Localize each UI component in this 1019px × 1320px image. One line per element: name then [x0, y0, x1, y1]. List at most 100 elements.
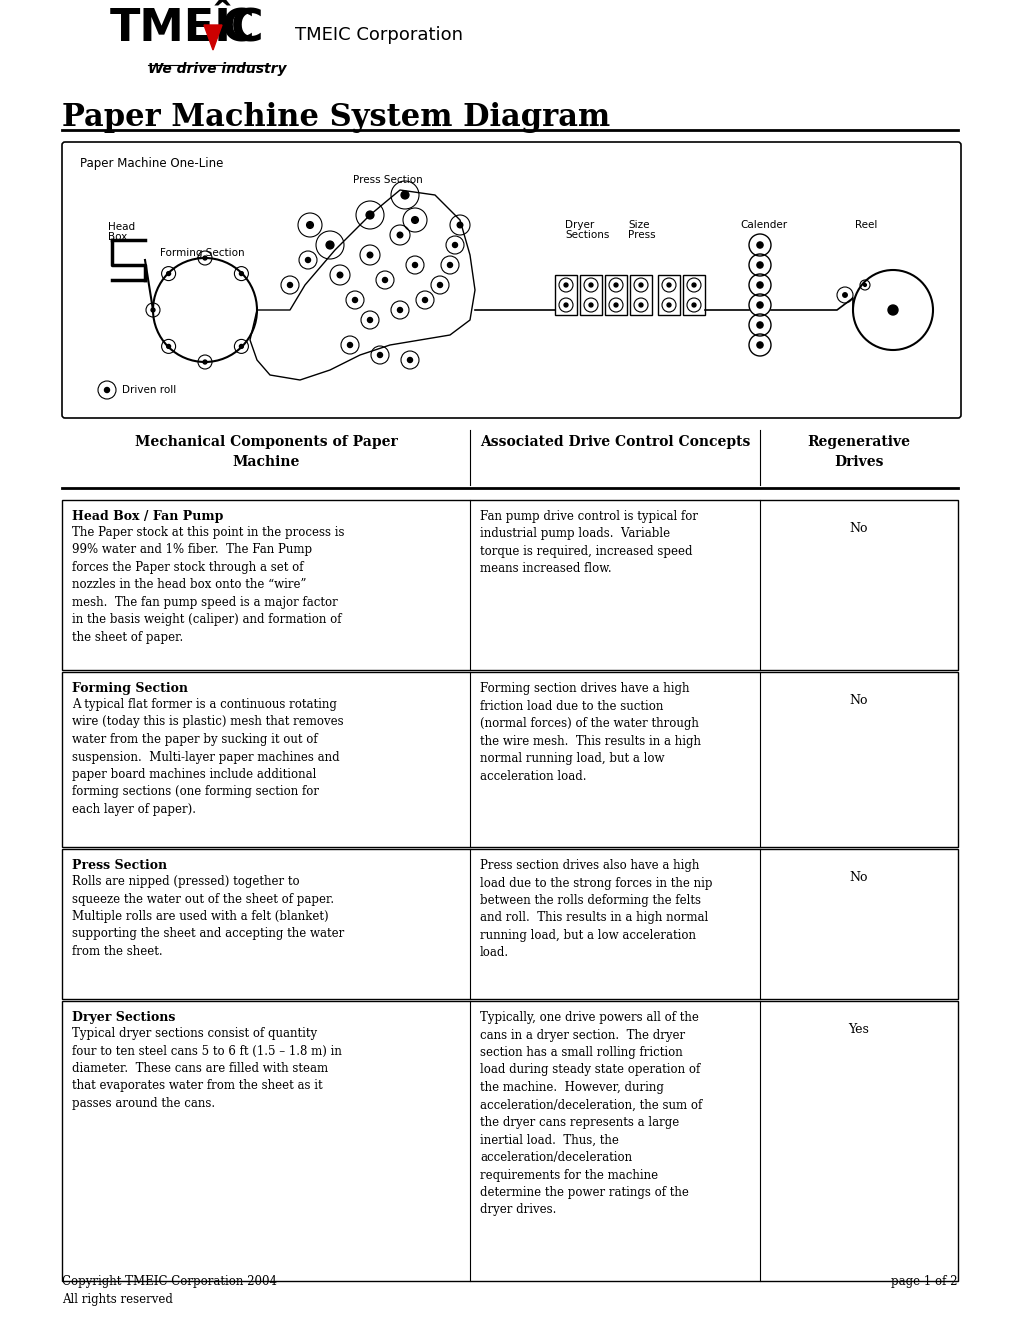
Bar — [657, 275, 680, 315]
Circle shape — [239, 345, 244, 348]
Circle shape — [166, 345, 170, 348]
Circle shape — [588, 282, 592, 286]
Text: Press Section: Press Section — [72, 859, 167, 873]
Circle shape — [396, 232, 403, 238]
Circle shape — [863, 284, 865, 286]
Circle shape — [564, 304, 568, 308]
Circle shape — [412, 263, 417, 268]
Text: Calender: Calender — [739, 220, 787, 230]
Circle shape — [666, 304, 671, 308]
Circle shape — [367, 252, 372, 257]
Circle shape — [377, 352, 382, 358]
Circle shape — [564, 282, 568, 286]
Circle shape — [239, 272, 244, 276]
Text: Reel: Reel — [854, 220, 876, 230]
Circle shape — [756, 282, 762, 288]
Text: Forming Section: Forming Section — [160, 248, 245, 257]
Text: TMEÎC: TMEÎC — [110, 7, 264, 50]
Bar — [630, 275, 651, 315]
Circle shape — [307, 222, 313, 228]
FancyBboxPatch shape — [62, 143, 960, 418]
Circle shape — [452, 243, 458, 248]
Text: Paper Machine One-Line: Paper Machine One-Line — [79, 157, 223, 170]
Text: Dryer: Dryer — [565, 220, 594, 230]
Text: Press: Press — [628, 230, 655, 240]
Text: Copyright TMEIC Corporation 2004
All rights reserved: Copyright TMEIC Corporation 2004 All rig… — [62, 1275, 277, 1305]
Circle shape — [756, 302, 762, 308]
Circle shape — [639, 304, 642, 308]
Circle shape — [666, 282, 671, 286]
Text: The Paper stock at this point in the process is
99% water and 1% fiber.  The Fan: The Paper stock at this point in the pro… — [72, 525, 344, 644]
Text: Typical dryer sections consist of quantity
four to ten steel cans 5 to 6 ft (1.5: Typical dryer sections consist of quanti… — [72, 1027, 341, 1110]
Circle shape — [756, 322, 762, 329]
Text: Box: Box — [108, 232, 127, 242]
Text: Forming section drives have a high
friction load due to the suction
(normal forc: Forming section drives have a high frict… — [480, 682, 700, 783]
Circle shape — [151, 308, 155, 312]
Text: Press Section: Press Section — [353, 176, 423, 185]
Bar — [554, 275, 577, 315]
Text: Associated Drive Control Concepts: Associated Drive Control Concepts — [479, 436, 749, 449]
Bar — [62, 672, 957, 847]
Circle shape — [422, 297, 427, 302]
Text: A typical flat former is a continuous rotating
wire (today this is plastic) mesh: A typical flat former is a continuous ro… — [72, 698, 343, 816]
Circle shape — [756, 342, 762, 348]
Circle shape — [166, 272, 170, 276]
Text: Size: Size — [628, 220, 649, 230]
Text: No: No — [849, 521, 867, 535]
Circle shape — [412, 216, 418, 223]
Text: Head: Head — [108, 222, 135, 232]
Circle shape — [613, 304, 618, 308]
Circle shape — [347, 342, 353, 347]
Text: Dryer Sections: Dryer Sections — [72, 1011, 175, 1024]
Text: Paper Machine System Diagram: Paper Machine System Diagram — [62, 102, 609, 133]
Text: Mechanical Components of Paper
Machine: Mechanical Components of Paper Machine — [135, 436, 397, 469]
Circle shape — [691, 282, 695, 286]
Circle shape — [367, 318, 372, 322]
Text: Sections: Sections — [565, 230, 608, 240]
Text: Head Box / Fan Pump: Head Box / Fan Pump — [72, 510, 223, 523]
Polygon shape — [204, 25, 222, 50]
Circle shape — [382, 277, 387, 282]
Circle shape — [437, 282, 442, 288]
Circle shape — [305, 257, 310, 263]
Text: No: No — [849, 694, 867, 708]
Circle shape — [613, 282, 618, 286]
Circle shape — [888, 305, 897, 315]
Circle shape — [457, 222, 463, 228]
Text: Yes: Yes — [848, 1023, 868, 1036]
Text: page 1 of 2: page 1 of 2 — [891, 1275, 957, 1288]
Bar — [580, 275, 601, 315]
Circle shape — [691, 304, 695, 308]
Text: Regenerative
Drives: Regenerative Drives — [807, 436, 910, 469]
Circle shape — [400, 191, 409, 199]
Circle shape — [203, 256, 207, 260]
Text: Driven roll: Driven roll — [122, 385, 176, 395]
Text: Fan pump drive control is typical for
industrial pump loads.  Variable
torque is: Fan pump drive control is typical for in… — [480, 510, 697, 576]
Bar — [683, 275, 704, 315]
Circle shape — [588, 304, 592, 308]
Text: Press section drives also have a high
load due to the strong forces in the nip
b: Press section drives also have a high lo… — [480, 859, 712, 960]
Text: No: No — [849, 871, 867, 884]
Text: Typically, one drive powers all of the
cans in a dryer section.  The dryer
secti: Typically, one drive powers all of the c… — [480, 1011, 701, 1217]
Circle shape — [842, 293, 847, 297]
Text: TMEIC Corporation: TMEIC Corporation — [294, 26, 463, 44]
Circle shape — [756, 242, 762, 248]
Circle shape — [326, 242, 333, 249]
Bar — [604, 275, 627, 315]
Circle shape — [104, 388, 109, 392]
Circle shape — [756, 261, 762, 268]
Bar — [62, 849, 957, 999]
Circle shape — [639, 282, 642, 286]
Circle shape — [203, 360, 207, 364]
Circle shape — [353, 297, 358, 302]
Circle shape — [407, 358, 412, 363]
Circle shape — [337, 272, 342, 277]
Text: We drive industry: We drive industry — [148, 62, 286, 77]
Circle shape — [287, 282, 292, 288]
Circle shape — [366, 211, 374, 219]
Text: C: C — [222, 7, 255, 50]
Text: Forming Section: Forming Section — [72, 682, 187, 696]
Text: Rolls are nipped (pressed) together to
squeeze the water out of the sheet of pap: Rolls are nipped (pressed) together to s… — [72, 875, 344, 958]
Bar — [62, 1001, 957, 1280]
Circle shape — [397, 308, 403, 313]
